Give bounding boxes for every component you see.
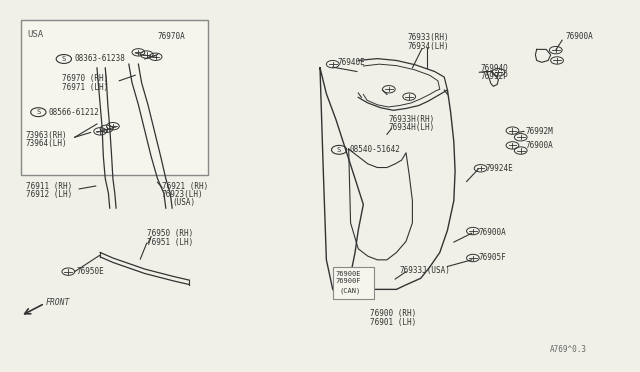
Text: FRONT: FRONT	[46, 298, 70, 307]
Text: 76900F: 76900F	[335, 278, 361, 284]
Text: 76940E: 76940E	[338, 58, 365, 67]
FancyBboxPatch shape	[333, 267, 374, 299]
Text: (USA): (USA)	[172, 199, 195, 208]
Text: 08363-61238: 08363-61238	[74, 54, 125, 64]
Text: 76911 (RH): 76911 (RH)	[26, 182, 72, 190]
Text: 76933H(RH): 76933H(RH)	[389, 115, 435, 124]
Text: 76901 (LH): 76901 (LH)	[370, 318, 416, 327]
Text: 76971 (LH): 76971 (LH)	[62, 83, 108, 92]
Text: 76921 (RH): 76921 (RH)	[162, 182, 208, 190]
Text: 76951 (LH): 76951 (LH)	[147, 238, 193, 247]
Text: USA: USA	[27, 30, 43, 39]
FancyBboxPatch shape	[20, 20, 209, 175]
Text: 76923(LH): 76923(LH)	[162, 190, 204, 199]
Text: 76900E: 76900E	[335, 271, 361, 277]
Text: 76950 (RH): 76950 (RH)	[147, 230, 193, 238]
Text: 76994Q: 76994Q	[481, 64, 508, 73]
Text: 76933(RH): 76933(RH)	[408, 33, 449, 42]
Text: 76912 (LH): 76912 (LH)	[26, 190, 72, 199]
Text: 76992P: 76992P	[481, 72, 508, 81]
Text: 76900A: 76900A	[525, 141, 553, 150]
Text: S: S	[61, 56, 66, 62]
Text: 76933J(USA): 76933J(USA)	[399, 266, 451, 275]
Text: S: S	[36, 109, 40, 115]
Text: 76934H(LH): 76934H(LH)	[389, 123, 435, 132]
Text: 73963(RH): 73963(RH)	[26, 131, 67, 140]
Text: 76970A: 76970A	[157, 32, 185, 41]
Text: (CAN): (CAN)	[339, 288, 360, 295]
Text: 76970 (RH): 76970 (RH)	[62, 74, 108, 83]
Text: 76934(LH): 76934(LH)	[408, 42, 449, 51]
Text: 08566-61212: 08566-61212	[49, 108, 99, 117]
Text: A769^0.3: A769^0.3	[549, 345, 586, 354]
Text: S: S	[337, 147, 341, 153]
Text: 76905F: 76905F	[478, 253, 506, 263]
Text: 76900A: 76900A	[565, 32, 593, 41]
Text: 76950E: 76950E	[77, 267, 104, 276]
Text: 08540-51642: 08540-51642	[349, 145, 400, 154]
Text: 79924E: 79924E	[486, 164, 513, 173]
Text: 76900A: 76900A	[478, 228, 506, 237]
Text: 73964(LH): 73964(LH)	[26, 140, 67, 148]
Text: 76900 (RH): 76900 (RH)	[370, 309, 416, 318]
Text: 76992M: 76992M	[525, 127, 553, 136]
